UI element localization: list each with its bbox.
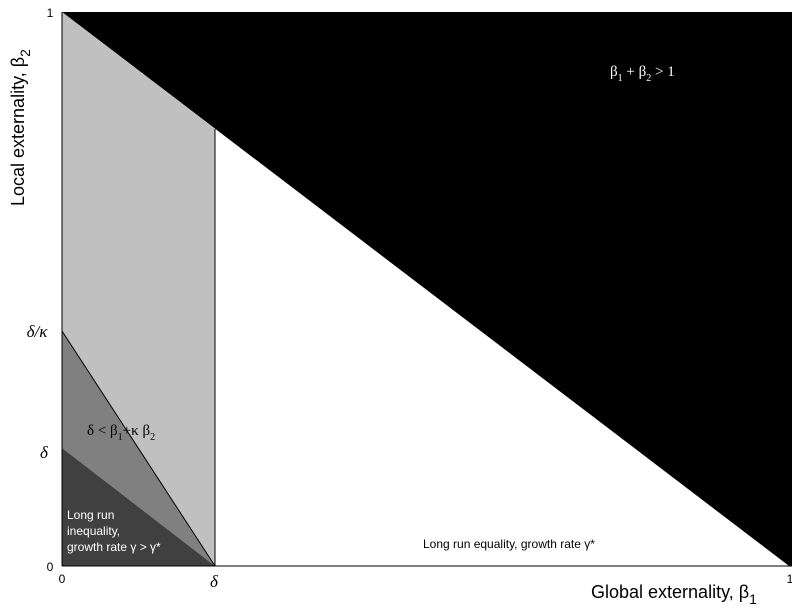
x-axis-label: Global externality, β1	[591, 582, 757, 607]
region-beta-sum-exceeds-one	[62, 12, 792, 566]
delta-kappa-boundary-line	[61, 330, 216, 567]
inequality-region-label: Long run inequality, growth rate γ > γ*	[67, 508, 161, 554]
region-long-run-inequality	[62, 448, 215, 566]
x-tick-delta: δ	[210, 572, 219, 591]
y-tick-0: 0	[47, 560, 54, 574]
inequality-label-line-1: Long run	[67, 508, 114, 522]
equality-region-label: Long run equality, growth rate γ*	[423, 537, 595, 551]
x-tick-1: 1	[787, 572, 792, 586]
y-tick-delta-over-kappa: δ/κ	[27, 322, 49, 341]
mid-condition-label: δ < β1+κ β2	[87, 423, 155, 443]
region-long-run-equality	[215, 129, 789, 566]
inequality-label-line-2: inequality,	[67, 524, 120, 538]
y-tick-delta: δ	[40, 443, 49, 462]
inequality-label-line-3: growth rate γ > γ*	[67, 540, 161, 554]
y-axis-label: Local externality, β2	[8, 49, 33, 206]
x-tick-0: 0	[59, 572, 66, 586]
region-light-gray-band	[62, 12, 215, 566]
y-tick-1: 1	[47, 6, 54, 20]
beta-sum-constraint-label: β1 + β2 > 1	[610, 64, 675, 84]
